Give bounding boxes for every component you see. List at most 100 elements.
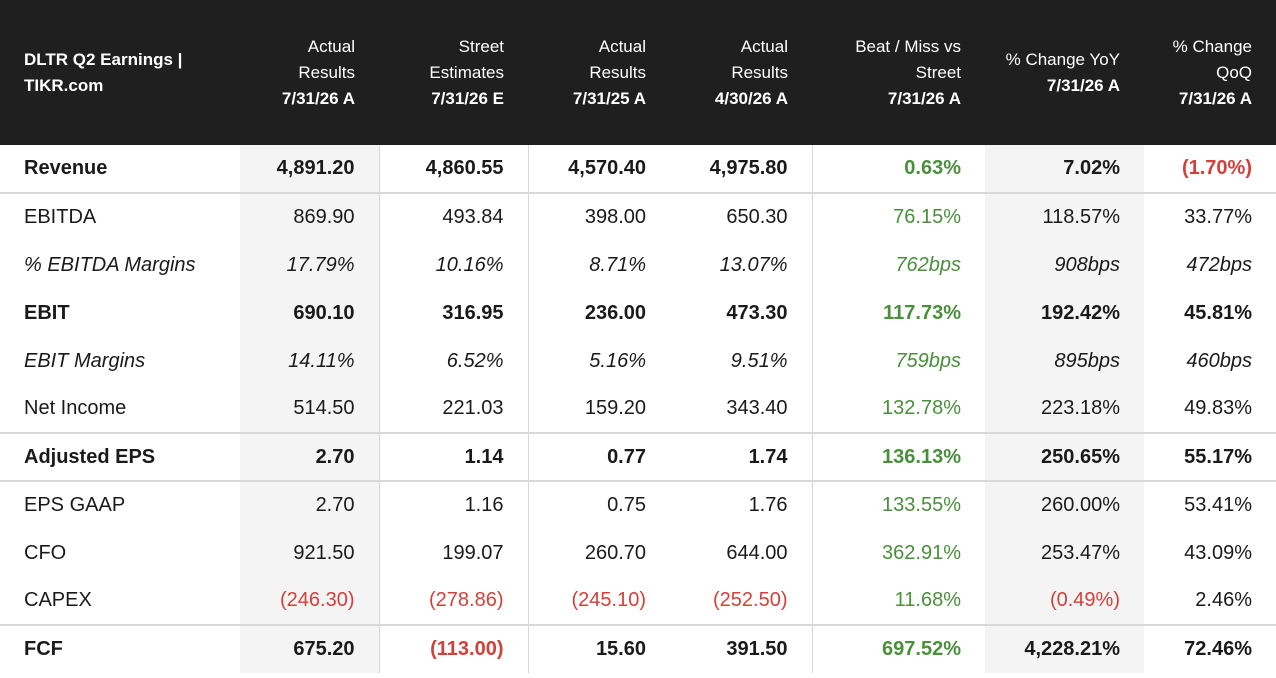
cell-value: 1.16 [378,480,528,529]
cell-value: 650.30 [670,192,812,241]
table-row: EBITDA 869.90 493.84 398.00 650.30 76.15% 118.… [0,192,1276,241]
cell-value: 0.75 [527,480,670,529]
col-header-label: % Change QoQ [1172,36,1252,82]
table-row: Adjusted EPS 2.70 1.14 0.77 1.74 136.13% 250.6… [0,432,1276,481]
row-label: % EBITDA Margins [24,253,196,276]
title-line-2: TIKR.com [24,75,104,95]
cell-value: 236.00 [527,289,670,337]
table-row: EBIT 690.10 316.95 236.00 473.30 117.73% 192.4… [0,289,1276,337]
cell-value: 4,975.80 [709,157,788,179]
cell-value: 0.63% [811,145,985,193]
cell-value: 2.70 [240,432,379,481]
table-row: EBIT Margins 14.11% 6.52% 5.16% 9.51% 759bps 8… [0,337,1276,385]
cell-value: (278.86) [378,577,528,625]
cell-value: 55.17% [1144,432,1276,481]
table-row: FCF 675.20 (113.00) 15.60 391.50 697.52% 4,228… [0,624,1276,673]
cell-value: 398.00 [527,192,670,241]
table-body: Revenue 4,891.20 4,860.55 4,570.40 4,975.80 0… [0,145,1276,673]
header-row: DLTR Q2 Earnings | TIKR.com Actual Resul… [0,0,1276,145]
cell-value: 697.52% [811,624,985,673]
cell-value: 4,891.20 [240,145,379,193]
title-line-1: DLTR Q2 Earnings | [24,49,183,69]
cell-value: 17.79% [240,241,379,289]
row-label: EBITDA [0,192,240,241]
table-row: EPS GAAP 2.70 1.16 0.75 1.76 133.55% 260.00% 53… [0,480,1276,529]
cell-value: 690.10 [240,289,379,337]
cell-value: 2.46% [1195,589,1252,611]
row-label: Revenue [24,157,108,179]
cell-value: 15.60 [527,624,670,673]
cell-value: 43.09% [1184,541,1252,564]
col-header-date: 7/31/26 A [281,88,355,108]
col-header-label: % Change YoY [1005,49,1120,69]
cell-value: (1.70%) [1181,157,1252,179]
cell-value: (0.49%) [985,577,1144,625]
table-row: CFO 921.50 199.07 260.70 644.00 362.91% 253.47… [0,529,1276,577]
cell-value: 117.73% [811,289,985,337]
cell-value: 2.70 [240,480,379,529]
cell-value: 1.76 [670,480,812,529]
cell-value: 133.55% [811,480,985,529]
cell-value: 260.00% [985,480,1144,529]
table-row: CAPEX (246.30) (278.86) (245.10) (252.50) 11.… [0,577,1276,625]
cell-value: 192.42% [985,289,1144,337]
cell-value: 49.83% [1184,397,1252,419]
cell-value: 4,860.55 [378,145,528,193]
cell-value: 10.16% [378,241,528,289]
row-label: CAPEX [24,589,92,611]
col-header-date: 4/30/26 A [714,88,788,108]
cell-value: 759bps [811,337,985,385]
table-title: DLTR Q2 Earnings | TIKR.com [0,0,240,145]
col-header-label: Actual Results [298,36,355,82]
cell-value: 644.00 [726,541,788,564]
cell-value: 493.84 [378,192,528,241]
col-header-date: 7/31/25 A [572,88,646,108]
cell-value: (246.30) [240,577,379,625]
cell-value: 343.40 [726,397,788,419]
cell-value: 9.51% [730,349,788,372]
col-header-street-estimates: Street Estimates 7/31/26 E [379,0,528,145]
cell-value: (113.00) [378,624,528,673]
row-label: CFO [24,541,67,564]
cell-value: 250.65% [985,432,1144,481]
cell-value: (252.50) [713,589,788,611]
cell-value: 13.07% [719,253,788,276]
cell-value: 6.52% [378,337,528,385]
cell-value: 316.95 [378,289,528,337]
cell-value: 253.47% [985,529,1144,577]
cell-value: 33.77% [1144,192,1276,241]
cell-value: 675.20 [240,624,379,673]
cell-value: 514.50 [240,385,379,433]
cell-value: 4,570.40 [527,145,670,193]
row-label: Adjusted EPS [0,432,240,481]
col-header-actual-q2-26: Actual Results 7/31/26 A [240,0,379,145]
cell-value: (245.10) [527,577,670,625]
cell-value: 118.57% [985,192,1144,241]
col-header-change-qoq: % Change QoQ 7/31/26 A [1144,0,1276,145]
cell-value: 136.13% [811,432,985,481]
cell-value: 72.46% [1144,624,1276,673]
col-header-actual-q1-26: Actual Results 4/30/26 A [670,0,812,145]
col-header-label: Street Estimates [429,36,504,82]
col-header-label: Actual Results [589,36,646,82]
cell-value: 223.18% [985,385,1144,433]
col-header-change-yoy: % Change YoY 7/31/26 A [985,0,1144,145]
cell-value: 5.16% [527,337,670,385]
table-row: % EBITDA Margins 17.79% 10.16% 8.71% 13.07% 7… [0,241,1276,289]
cell-value: 199.07 [378,529,528,577]
row-label: Net Income [24,397,127,419]
col-header-beat-miss: Beat / Miss vs Street 7/31/26 A [812,0,985,145]
row-label: EPS GAAP [0,480,240,529]
row-label: EBIT Margins [24,349,146,372]
cell-value: 4,228.21% [985,624,1144,673]
col-header-actual-q2-25: Actual Results 7/31/25 A [528,0,670,145]
cell-value: 869.90 [240,192,379,241]
cell-value: 45.81% [1184,301,1252,324]
cell-value: 14.11% [240,337,379,385]
cell-value: 53.41% [1144,480,1276,529]
cell-value: 11.68% [811,577,985,625]
cell-value: 895bps [985,337,1144,385]
cell-value: 132.78% [811,385,985,433]
row-label: EBIT [24,301,70,324]
